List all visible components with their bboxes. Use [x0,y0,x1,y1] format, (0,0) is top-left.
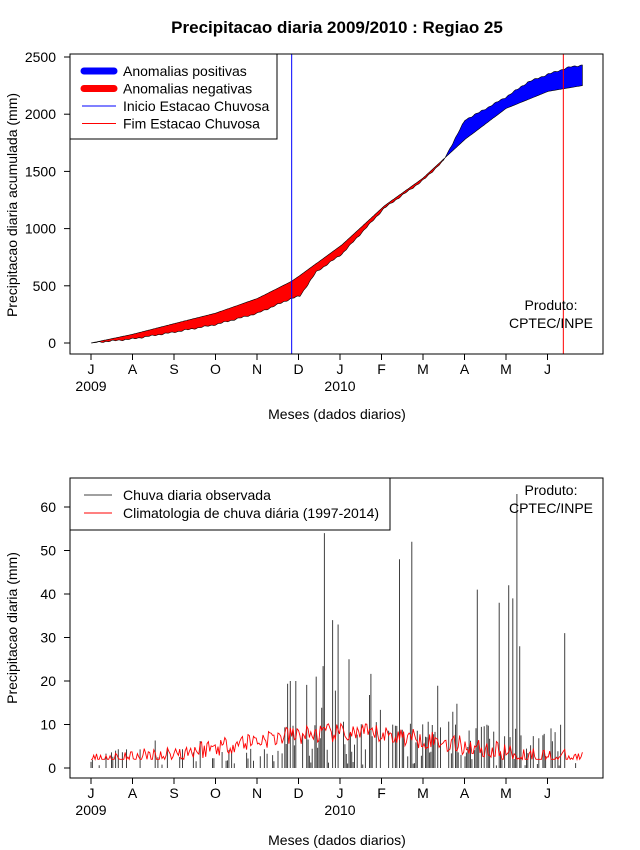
legend: Anomalias positivas Anomalias negativasIn… [69,53,278,140]
x-tick-label: S [169,361,178,377]
x-tick-label: O [210,361,221,377]
x-tick-label: J [337,785,344,801]
year-label: 2009 [75,802,106,818]
y-tick-label: 0 [48,760,56,776]
daily-rain-bars [90,494,577,768]
season-lines [291,54,564,354]
y-axis-label: Precipitacao diaria acumulada (mm) [4,93,20,317]
daily-bars [90,494,577,768]
legend-label: Chuva diaria observada [123,487,271,503]
x-tick-label: D [293,361,303,377]
y-tick-label: 50 [40,543,56,559]
y-tick-label: 30 [40,630,56,646]
legend-label: Inicio Estacao Chuvosa [123,98,270,114]
x-tick-label: A [128,785,138,801]
anomaly-fills [90,64,583,344]
x-tick-label: J [88,361,95,377]
x-tick-label: J [88,785,95,801]
x-axis-label: Meses (dados diarios) [268,832,406,848]
x-tick-label: F [377,361,386,377]
credit-line-2: CPTEC/INPE [509,315,593,331]
credit-line-1: Produto: [525,297,578,313]
x-tick-label: M [500,361,512,377]
positive-anomaly-area [445,64,583,158]
credit-line-2: CPTEC/INPE [509,500,593,516]
x-tick-label: A [128,361,138,377]
legend: Chuva diaria observada Climatologia de ch… [69,477,391,531]
x-tick-label: M [417,361,429,377]
year-label: 2009 [75,378,106,394]
x-tick-label: M [500,785,512,801]
x-axis-label: Meses (dados diarios) [268,406,406,422]
legend-label: Fim Estacao Chuvosa [123,116,260,132]
x-tick-label: J [337,361,344,377]
legend-box [69,477,391,531]
x-tick-label: M [417,785,429,801]
legend-label: Anomalias negativas [123,81,252,97]
negative-anomaly-area [90,155,447,344]
y-tick-label: 40 [40,586,56,602]
x-tick-label: A [460,361,470,377]
y-tick-label: 20 [40,673,56,689]
y-tick-label: 1500 [25,163,56,179]
y-axis-label: Precipitacao diaria (mm) [4,552,20,704]
x-tick-label: J [544,785,551,801]
y-tick-label: 1000 [25,221,56,237]
x-tick-label: J [544,361,551,377]
x-tick-label: N [252,785,262,801]
chart-title: Precipitacao diaria 2009/2010 : Regiao 2… [171,18,503,37]
x-tick-label: O [210,785,221,801]
legend-label: Anomalias positivas [123,63,247,79]
x-tick-label: S [169,785,178,801]
year-label: 2010 [324,802,355,818]
credit-line-1: Produto: [525,482,578,498]
y-tick-label: 2500 [25,49,56,65]
y-tick-label: 2000 [25,106,56,122]
y-tick-label: 60 [40,499,56,515]
x-tick-label: A [460,785,470,801]
x-tick-label: F [377,785,386,801]
year-label: 2010 [324,378,355,394]
y-tick-label: 500 [33,278,57,294]
climatology-line [91,722,583,762]
x-tick-label: D [293,785,303,801]
y-tick-label: 10 [40,717,56,733]
x-tick-label: N [252,361,262,377]
y-tick-label: 0 [48,335,56,351]
legend-label: Climatologia de chuva diária (1997-2014) [123,505,379,521]
